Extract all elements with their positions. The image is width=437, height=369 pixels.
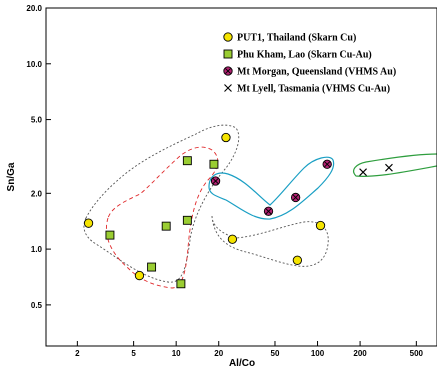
data-point [83,218,94,228]
y-tick-label: 5.0 [31,116,43,125]
y-tick-label: 1.0 [31,245,43,254]
data-point [359,168,367,177]
axis-ticks: 2 5 10 20 50 100 200 500 0.5 1.0 2.0 5.0 10.0 20.0 [26,4,423,358]
legend-label: Mt Lyell, Tasmania (VHMS Cu-Au) [237,84,390,95]
data-point [134,270,145,281]
field-outline-vhms-cu-au [353,153,437,177]
x-tick-label: 10 [172,349,181,358]
legend-marker [223,66,233,76]
data-point [161,221,171,231]
x-tick-label: 2 [75,349,80,358]
y-axis-title: Sn/Ga [6,162,17,191]
data-point [210,176,221,186]
field-outline-skarn-cu-lower [211,215,329,267]
y-tick-label: 10.0 [26,60,42,69]
data-points [83,132,393,289]
legend: PUT1, Thailand (Skarn Cu) Phu Kham, Lao (… [223,32,396,95]
field-outline-skarn-cu-au [106,146,219,289]
legend-label: Phu Kham, Lao (Skarn Cu-Au) [237,50,372,61]
data-point [147,262,157,272]
legend-marker [224,84,232,92]
x-tick-label: 500 [410,349,424,358]
data-point [263,206,274,216]
data-point [176,279,186,289]
field-outline-vhms-au [208,156,335,220]
x-tick-label: 20 [214,349,223,358]
data-point [221,132,231,143]
legend-marker [223,49,233,59]
data-point [227,234,238,244]
legend-label: PUT1, Thailand (Skarn Cu) [237,33,356,44]
x-axis-title: Al/Co [229,358,255,369]
legend-label: Mt Morgan, Queensland (VHMS Au) [237,67,396,78]
x-tick-label: 200 [353,349,367,358]
axis-titles: Al/Co Sn/Ga [6,162,255,369]
data-point [385,163,393,172]
data-point [105,230,115,240]
data-point [182,215,192,225]
data-point [322,159,332,169]
legend-marker [223,32,233,42]
y-tick-label: 20.0 [26,4,42,13]
data-point [209,159,219,169]
y-tick-label: 0.5 [31,301,43,310]
x-tick-label: 5 [131,349,136,358]
plot-area-frame [45,7,437,347]
data-point [315,220,326,231]
y-tick-label: 2.0 [31,189,43,198]
data-point [182,156,192,166]
data-point [290,192,301,203]
x-tick-label: 100 [311,349,325,358]
x-tick-label: 50 [271,349,280,358]
field-outlines [83,124,437,289]
data-point [292,255,303,265]
field-outline-skarn-cu [83,124,240,283]
